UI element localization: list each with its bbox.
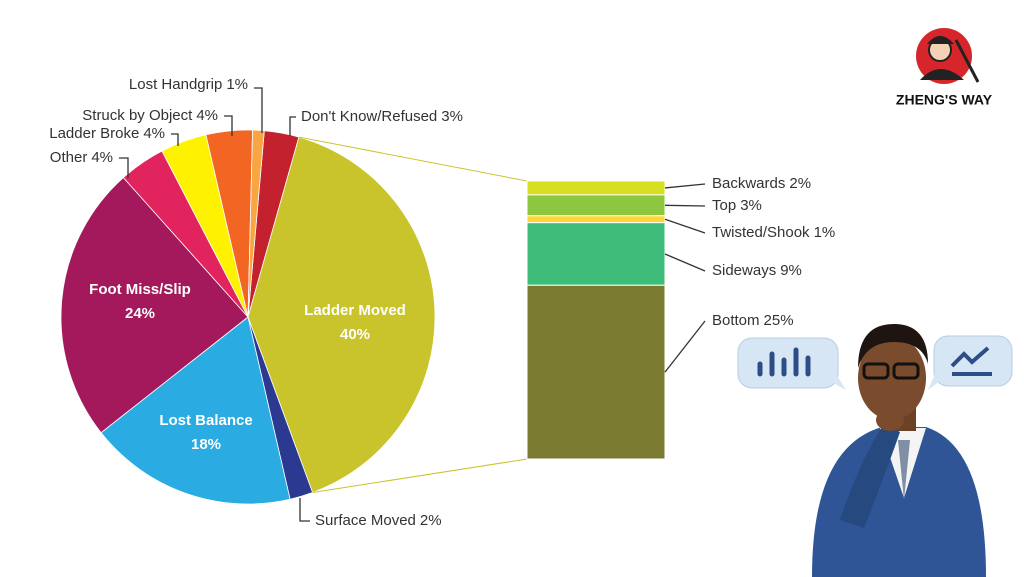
breakdown-value-label: 1% (814, 224, 836, 241)
slice-label-group: Lost Handgrip 1% (129, 76, 248, 93)
breakdown-label: Backwards (712, 175, 785, 192)
breakdown-label: Top (712, 197, 736, 214)
breakdown-segment (526, 194, 666, 217)
breakdown-segment (526, 222, 666, 286)
pie-slice (247, 136, 436, 494)
leader-line (119, 157, 129, 178)
person (812, 324, 986, 577)
leader-line (299, 498, 310, 522)
tie (898, 440, 910, 500)
bar-icon (757, 347, 811, 377)
breakdown-value-label: 9% (780, 262, 802, 279)
slice-label: Surface Moved (315, 512, 416, 529)
breakdown-segment (526, 215, 666, 224)
leader-line (664, 183, 706, 189)
leader-line (224, 115, 233, 136)
slice-value-label: 4% (143, 125, 165, 142)
slice-label: Ladder Broke (49, 125, 139, 142)
logo: ZHENG'S WAY (896, 28, 993, 108)
bubble-tail (928, 372, 944, 390)
leader-line (664, 320, 706, 373)
slice-value-label: 24% (125, 305, 155, 322)
slice-label: Lost Handgrip (129, 76, 222, 93)
bubble-left (737, 337, 846, 390)
breakdown-label-group: Backwards 2% (712, 175, 811, 192)
breakdown-value-label: 25% (764, 312, 794, 329)
breakdown-label: Twisted/Shook (712, 224, 810, 241)
slice-label: Foot Miss/Slip (89, 281, 191, 298)
logo-text: ZHENG'S WAY (896, 92, 993, 108)
glasses (892, 362, 920, 380)
slice-label-group: Other 4% (50, 149, 113, 166)
bubble-right (928, 335, 1013, 390)
leader-line (664, 204, 706, 207)
breakdown-label-group: Top 3% (712, 197, 762, 214)
breakdown-label-group: Sideways 9% (712, 262, 802, 279)
slice-label: Don't Know/Refused (301, 108, 437, 125)
pie-slice (100, 316, 291, 505)
head (858, 336, 926, 420)
hand (876, 409, 904, 431)
breakdown-value-label: 2% (789, 175, 811, 192)
leader-line (664, 218, 706, 234)
logo-ladder (954, 39, 980, 83)
slice-label: Ladder Moved (304, 302, 406, 319)
slice-value-label: 4% (91, 149, 113, 166)
bubble-tail (828, 374, 846, 390)
glasses (862, 362, 890, 380)
breakdown-value-label: 3% (740, 197, 762, 214)
slice-value-label: 18% (191, 436, 221, 453)
slice-label-group: Surface Moved 2% (315, 512, 442, 529)
bubble (737, 337, 839, 389)
pie-slice (60, 177, 249, 434)
slice-label-group: Struck by Object 4% (82, 107, 218, 124)
logo-hair (927, 36, 954, 44)
slice-label: Lost Balance (159, 412, 252, 429)
slice-value-label: 1% (226, 76, 248, 93)
suit (812, 427, 986, 577)
logo-body (920, 69, 964, 80)
leader-line (289, 116, 296, 136)
hair (858, 324, 928, 368)
slice-label-group: Don't Know/Refused 3% (301, 108, 463, 125)
slice-value-label: 40% (340, 326, 370, 343)
arm (840, 424, 900, 528)
slice-label: Other (50, 149, 88, 166)
leader-line (171, 133, 179, 146)
pie-slice (247, 129, 265, 318)
leader-line (254, 87, 263, 133)
slice-label-group: Ladder Broke 4% (49, 125, 165, 142)
slice-value-label: 2% (420, 512, 442, 529)
zoom-line (298, 136, 528, 182)
slice-value-label: 3% (441, 108, 463, 125)
breakdown-label: Bottom (712, 312, 760, 329)
breakdown-segment (526, 284, 666, 460)
slice-value-label: 4% (196, 107, 218, 124)
breakdown-label-group: Twisted/Shook 1% (712, 224, 835, 241)
breakdown-label: Sideways (712, 262, 776, 279)
breakdown-label-group: Bottom 25% (712, 312, 794, 329)
leader-line (664, 253, 706, 272)
trend-icon (950, 346, 990, 368)
breakdown-segment (526, 180, 666, 196)
zoom-line (312, 458, 528, 493)
slice-label: Struck by Object (82, 107, 193, 124)
